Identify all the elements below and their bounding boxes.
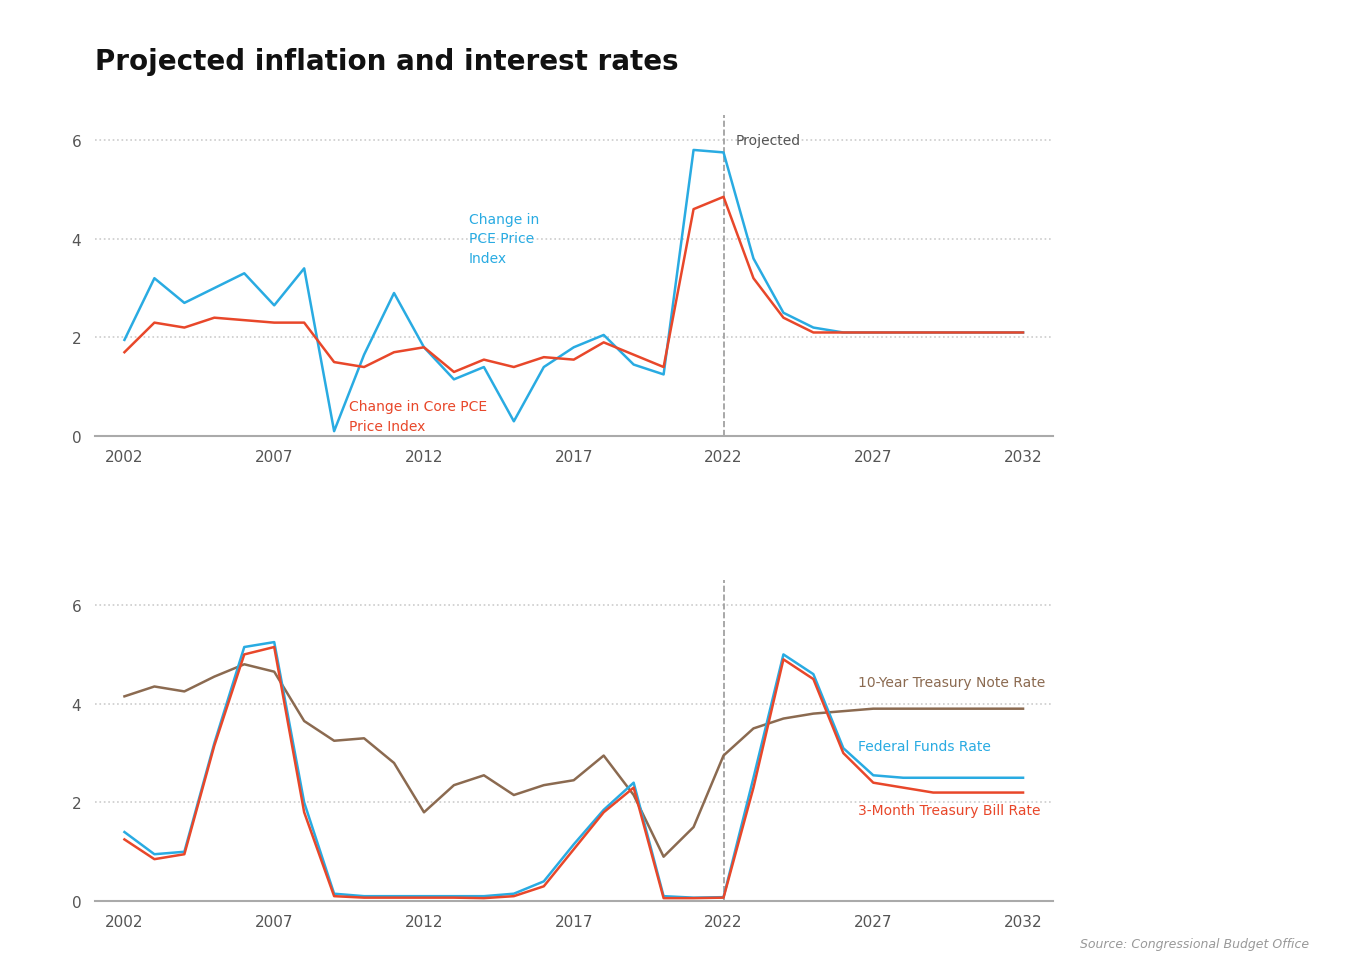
- Text: Change in Core PCE
Price Index: Change in Core PCE Price Index: [350, 399, 487, 433]
- Text: Projected: Projected: [736, 134, 801, 147]
- Text: 3-Month Treasury Bill Rate: 3-Month Treasury Bill Rate: [859, 803, 1041, 817]
- Text: Source: Congressional Budget Office: Source: Congressional Budget Office: [1080, 937, 1310, 950]
- Text: Change in
PCE Price
Index: Change in PCE Price Index: [468, 212, 539, 266]
- Text: 10-Year Treasury Note Rate: 10-Year Treasury Note Rate: [859, 674, 1045, 689]
- Text: Federal Funds Rate: Federal Funds Rate: [859, 739, 991, 753]
- Text: Projected inflation and interest rates: Projected inflation and interest rates: [95, 48, 678, 77]
